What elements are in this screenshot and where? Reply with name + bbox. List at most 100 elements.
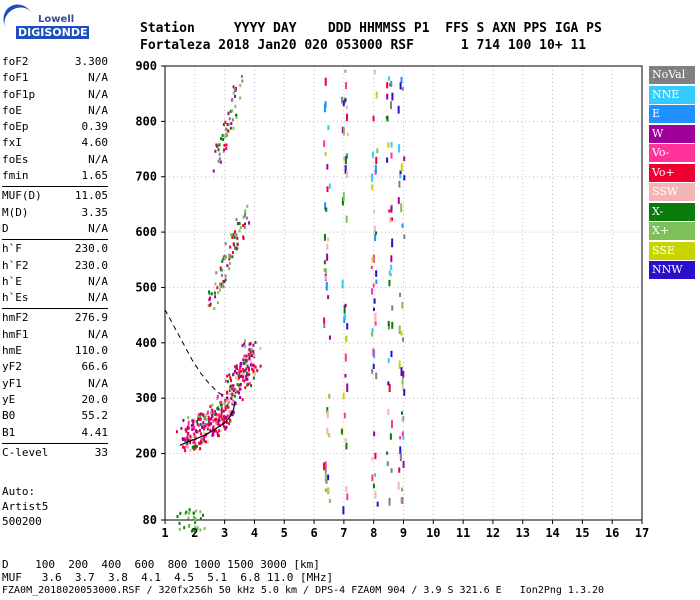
echo-point [243,339,246,343]
param-value: N/A [88,274,108,288]
interference-point [346,323,349,330]
echo-point [249,350,252,354]
y-tick-label: 600 [135,225,157,239]
echo-point [224,399,227,403]
interference-point [391,92,394,101]
echo-point [219,288,222,292]
echo-point [237,374,240,378]
echo-point [239,226,242,230]
interference-point [343,316,346,324]
echo-point [224,408,227,412]
echo-point [195,509,198,513]
param-name: fmin [2,169,29,183]
header-line-1: Station YYYY DAY DDD HHMMSS P1 FFS S AXN… [140,21,602,36]
param-value: 66.6 [81,360,109,374]
echo-point [243,226,246,230]
interference-point [388,383,391,393]
echo-point [184,438,187,442]
interference-point [371,257,374,263]
echo-point [228,373,231,377]
interference-point [346,171,349,179]
echo-point [235,218,238,222]
echo-point [216,422,219,426]
echo-point [249,348,252,352]
interference-point [325,281,328,291]
interference-point [341,279,344,289]
digisonde-logo: Lowell DIGISONDE [0,0,90,44]
interference-point [374,452,377,460]
interference-point [389,217,392,223]
interference-point [390,273,393,277]
echo-point [210,417,213,421]
echo-point [239,84,242,88]
echo-point [225,147,228,151]
echo-point [250,384,253,388]
param-row-hes: h`Es N/A [2,291,108,307]
echo-point [194,516,197,520]
interference-point [390,80,393,87]
echo-point [194,525,197,529]
y-tick-label: 700 [135,170,157,184]
echo-point [193,439,196,443]
echo-point [220,137,223,141]
echo-point [217,429,220,433]
param-name: h`F [2,242,22,256]
echo-point [246,204,249,208]
interference-point [346,113,349,122]
interference-point [374,165,377,174]
interference-point [346,132,349,137]
echo-point [197,417,200,421]
echo-point [188,508,191,512]
echo-point [189,441,192,445]
echo-point [232,384,235,388]
echo-point [235,113,238,117]
echo-point [225,425,228,429]
interference-point [390,141,393,148]
x-tick-label: 10 [426,526,440,540]
interference-point [371,184,374,191]
interference-point [372,363,375,370]
echo-point [175,430,178,434]
echo-point [226,264,229,268]
echo-point [222,424,225,428]
echo-point [216,144,219,148]
interference-point [374,473,377,477]
echo-point [187,431,190,435]
echo-point [207,415,210,419]
echo-point [244,209,247,213]
echo-point [184,444,187,448]
echo-point [194,444,197,448]
echo-point [224,379,227,383]
echo-point [183,526,186,530]
echo-point [252,368,255,372]
echo-point [218,413,221,417]
echo-point [259,364,262,368]
param-row-fof1p: foF1p N/A [2,88,108,104]
echo-point [216,396,219,400]
echo-point [192,427,195,431]
echo-point [213,429,216,433]
echo-point [225,390,228,394]
echo-point [221,259,224,263]
x-tick-label: 15 [575,526,589,540]
param-row-yf1: yF1 N/A [2,377,108,393]
param-row-hmf1: hmF1 N/A [2,328,108,344]
interference-point [398,325,401,335]
y-tick-label: 400 [135,336,157,350]
interference-point [386,82,389,89]
echo-point [222,285,225,289]
echo-point [232,233,235,237]
interference-point [398,144,401,153]
x-tick-label: 11 [456,526,470,540]
param-row-fof2: foF2 3.300 [2,55,108,71]
interference-point [402,460,405,468]
echo-point [251,367,254,371]
interference-point [390,350,393,358]
echo-point [217,418,220,422]
interference-point [345,442,348,450]
param-name: hmE [2,344,22,358]
interference-point [342,506,345,515]
param-row-foe: foE N/A [2,104,108,120]
echo-point [210,292,213,296]
electron-density-profile [179,400,236,446]
